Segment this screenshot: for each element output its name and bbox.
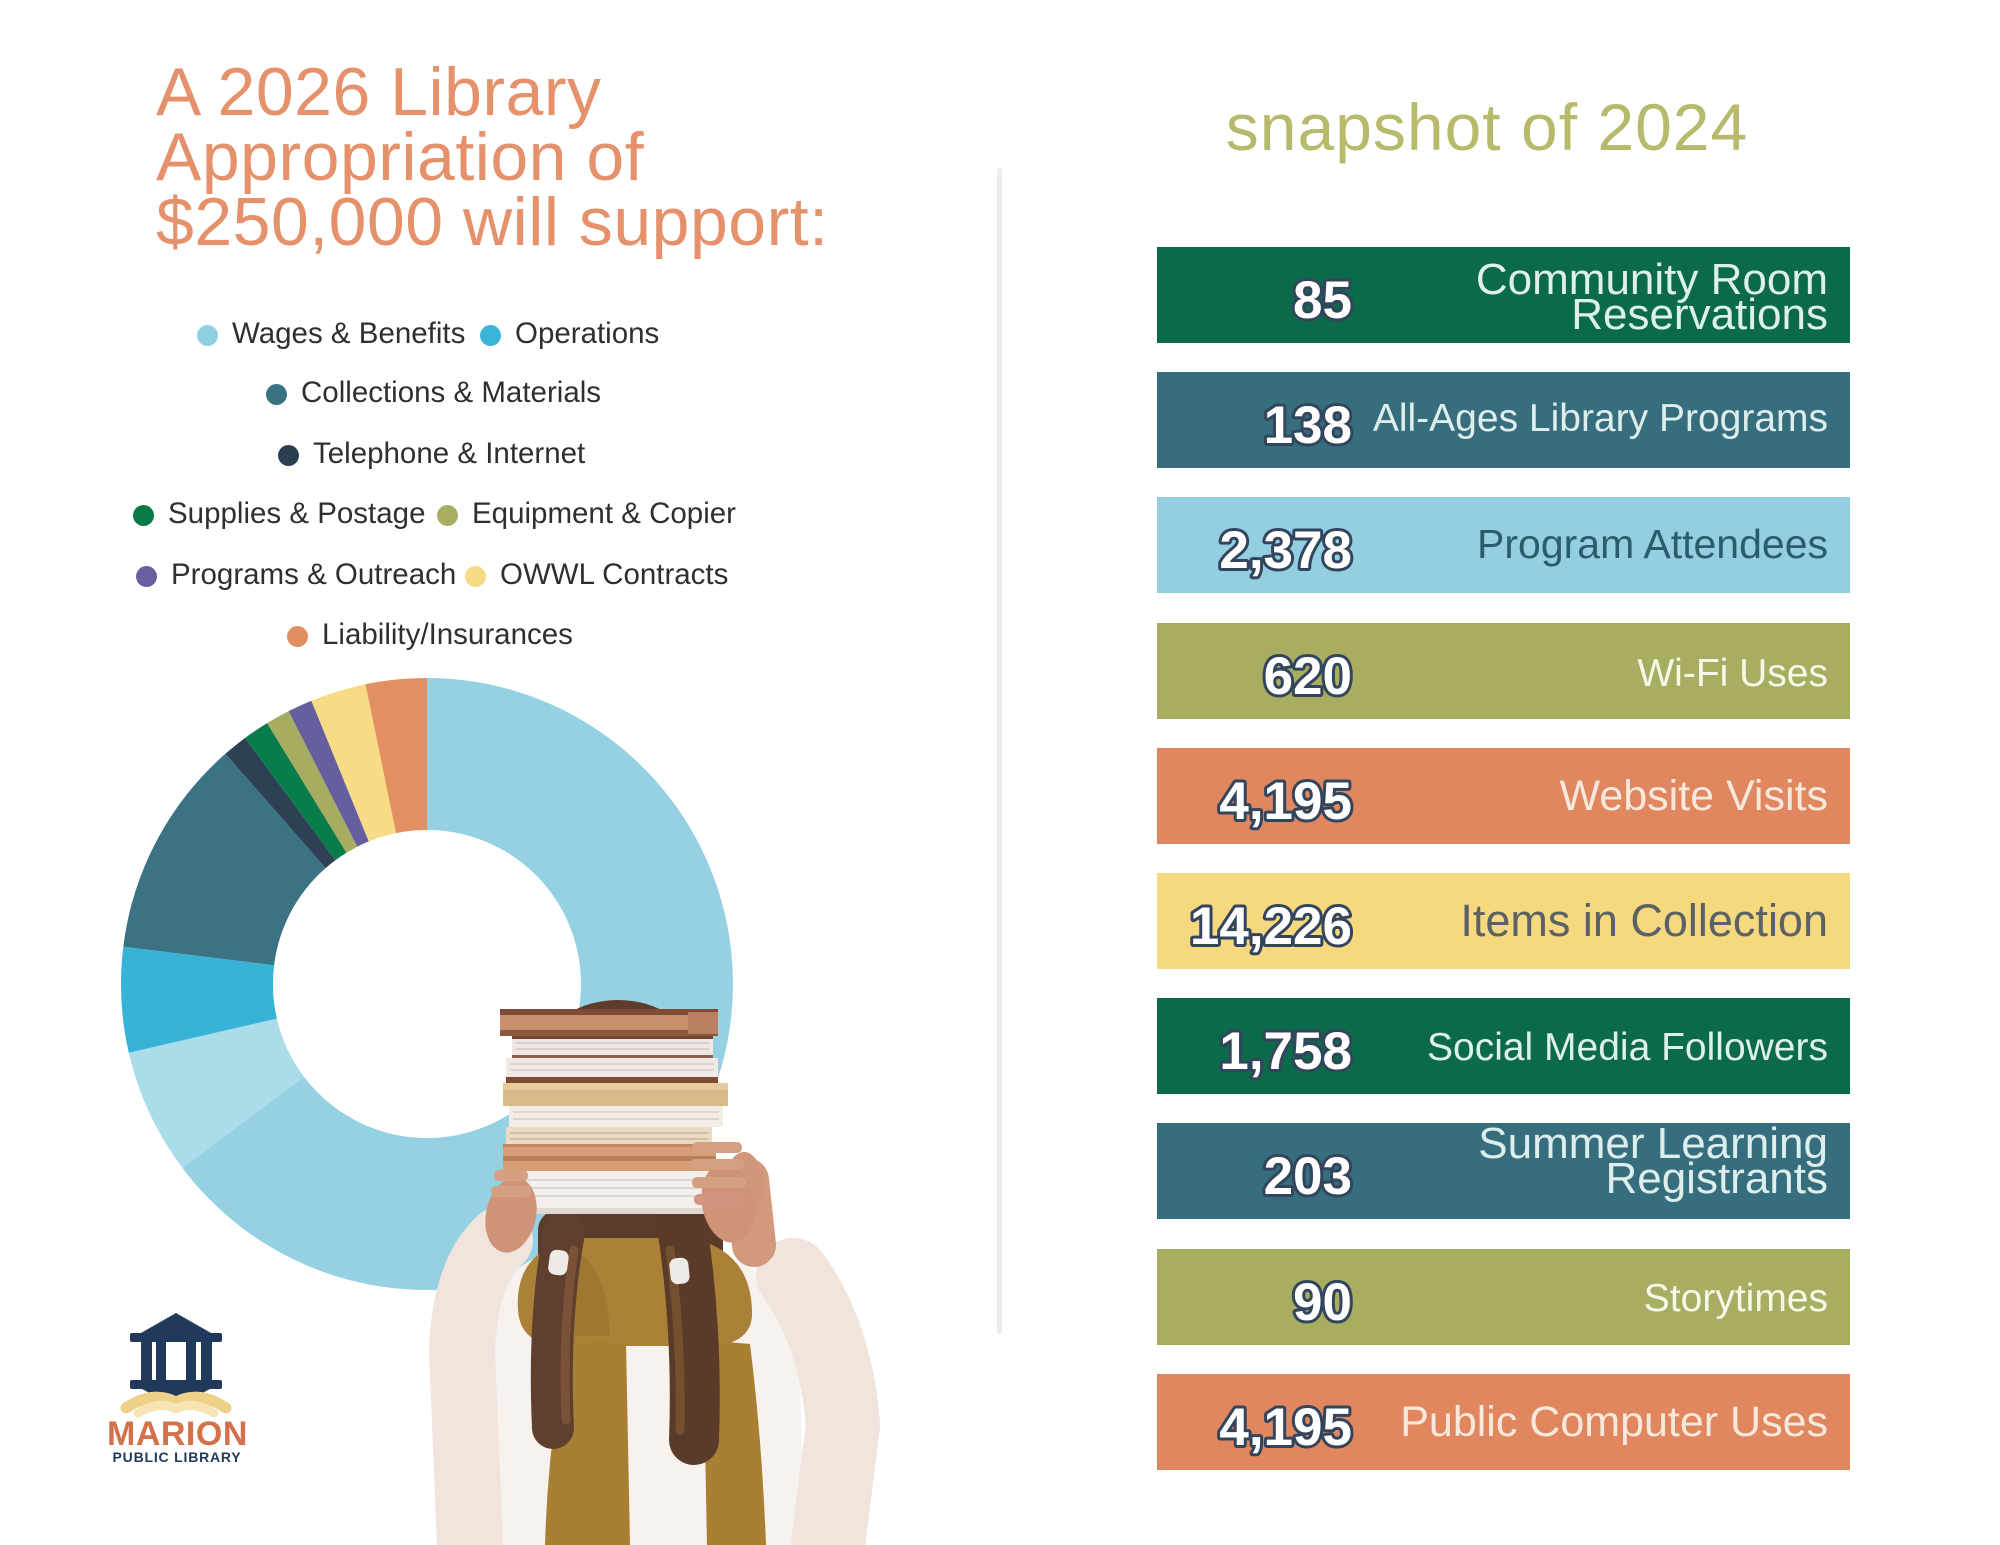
svg-text:4,195: 4,195 bbox=[1219, 1398, 1352, 1457]
svg-text:4,195: 4,195 bbox=[1219, 772, 1352, 831]
svg-text:2,378: 2,378 bbox=[1219, 521, 1352, 580]
svg-text:620: 620 bbox=[1264, 647, 1352, 706]
svg-text:90: 90 bbox=[1293, 1273, 1352, 1332]
svg-text:1,758: 1,758 bbox=[1219, 1022, 1352, 1081]
svg-text:85: 85 bbox=[1293, 271, 1352, 330]
svg-text:14,226: 14,226 bbox=[1190, 897, 1352, 956]
svg-text:138: 138 bbox=[1264, 396, 1352, 455]
svg-text:203: 203 bbox=[1264, 1147, 1352, 1206]
